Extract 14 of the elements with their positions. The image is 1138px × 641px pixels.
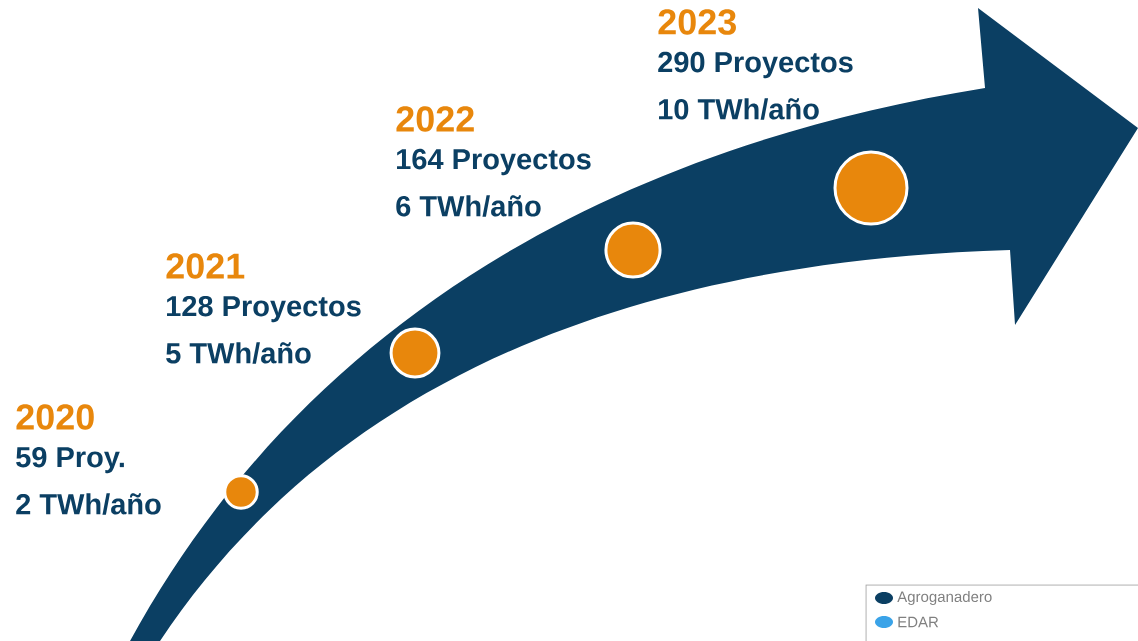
data-label: 10 TWh/año (659, 98, 819, 120)
data-label: 290 Proyectos (658, 51, 853, 79)
data-label: 164 Proyectos (397, 148, 591, 176)
category-label: 2021 (166, 253, 245, 279)
category-label: 2023 (658, 9, 736, 35)
data-label: 2 TWh/año (16, 493, 161, 515)
category-label: 2020 (16, 404, 94, 430)
text: Agroganadero (897, 591, 992, 605)
data-label: 5 TWh/año (166, 342, 311, 364)
data-label: 6 TWh/año (396, 195, 541, 217)
data-label: 59 Proy. (16, 446, 124, 474)
data-label: 128 Proyectos (167, 295, 361, 323)
category-label: 2022 (396, 106, 474, 132)
text: EDAR (898, 616, 939, 628)
